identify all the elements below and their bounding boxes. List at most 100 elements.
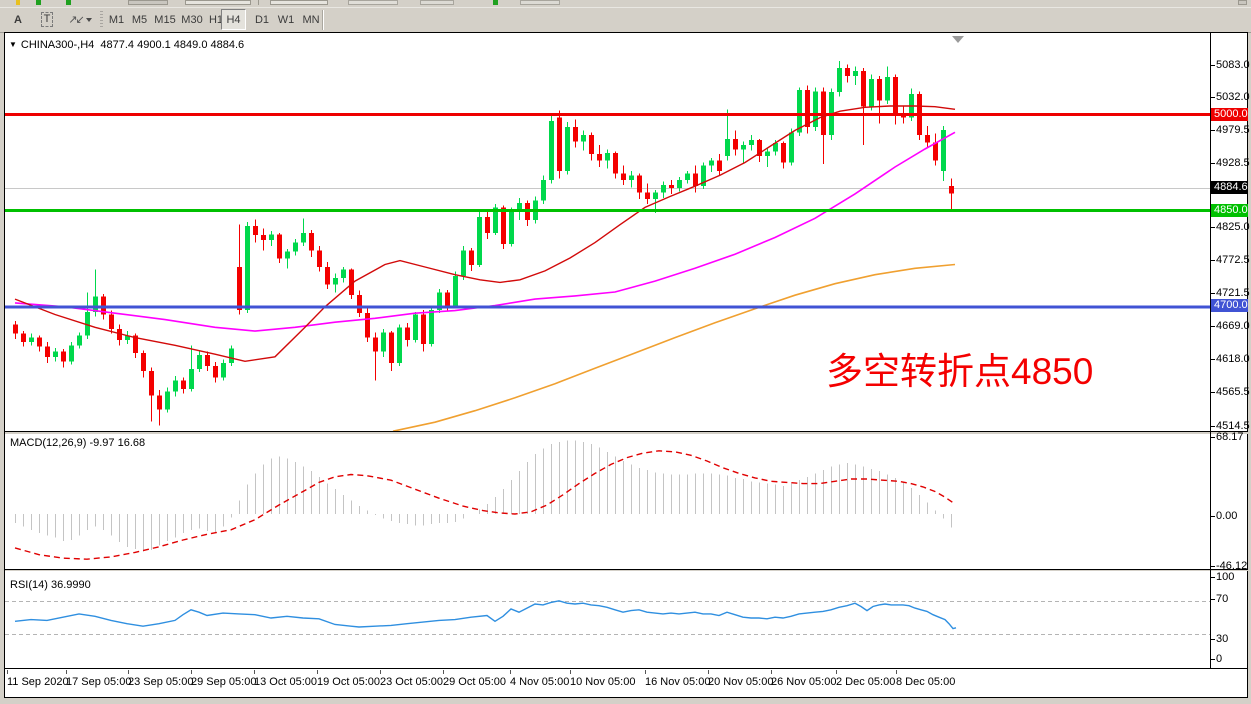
date-axis-tick: [645, 670, 646, 674]
timeframe-button-M15[interactable]: M15: [151, 9, 179, 30]
candle-body: [549, 120, 554, 180]
rsi-axis-label: 30: [1216, 633, 1229, 645]
ohlc-values: 4877.4 4900.1 4849.0 4884.6: [100, 39, 245, 51]
price-level-badge-4700.0: 4700.0: [1211, 299, 1248, 312]
timeframe-button-W1[interactable]: W1: [274, 9, 298, 30]
candle-body: [781, 143, 786, 163]
date-axis-tick: [254, 670, 255, 674]
price-axis-tick: [1211, 65, 1215, 66]
candle-body: [589, 134, 594, 155]
upper-toolbar-sliver: [0, 0, 1251, 8]
candle-body: [389, 332, 394, 364]
chart-text-annotation[interactable]: 多空转折点4850: [826, 351, 1094, 392]
price-axis-label: 4618.0: [1216, 353, 1250, 365]
time-axis-divider: [5, 668, 1248, 669]
timeframe-button-M5[interactable]: M5: [128, 9, 151, 30]
timeframe-button-MN[interactable]: MN: [298, 9, 324, 30]
candle-body: [341, 269, 346, 278]
candle-body: [837, 68, 842, 92]
candle-body: [221, 363, 226, 378]
text-label-tool-button[interactable]: A: [6, 9, 30, 30]
timeframe-button-D1[interactable]: D1: [250, 9, 274, 30]
candle-body: [613, 152, 618, 174]
candle-body: [13, 324, 18, 334]
candle-body: [933, 142, 938, 161]
candle-body: [365, 313, 370, 338]
candle-body: [165, 391, 170, 410]
chart-shift-marker[interactable]: [952, 36, 964, 43]
candle-body: [701, 165, 706, 187]
macd-panel-canvas[interactable]: [5, 434, 1210, 569]
panel-splitter[interactable]: [5, 570, 1248, 571]
price-axis-tick: [1211, 130, 1215, 131]
timeframe-button-M30[interactable]: M30: [179, 9, 205, 30]
price-axis-tick: [1211, 426, 1215, 427]
panel-splitter[interactable]: [5, 432, 1248, 434]
candle-body: [253, 225, 258, 235]
price-axis-tick: [1211, 392, 1215, 393]
candle-body: [949, 186, 954, 194]
price-axis-label: 4928.5: [1216, 157, 1250, 169]
candle-body: [85, 311, 90, 336]
date-axis-tick: [771, 670, 772, 674]
candle-body: [853, 70, 858, 76]
main-chart-canvas[interactable]: [5, 33, 1210, 432]
date-axis-tick: [443, 670, 444, 674]
candle-body: [485, 216, 490, 234]
date-axis-label: 17 Sep 05:00: [66, 676, 132, 688]
candle-body: [69, 345, 74, 362]
indicator-axis-tick: [1211, 577, 1215, 578]
toolbar-grip[interactable]: [100, 11, 103, 29]
candle-body: [685, 173, 690, 180]
date-axis-label: 23 Oct 05:00: [380, 676, 443, 688]
text-box-tool-button[interactable]: T: [34, 9, 60, 30]
date-axis-label: 23 Sep 05:00: [128, 676, 194, 688]
candle-body: [461, 250, 466, 276]
candle-body: [597, 154, 602, 161]
macd-signal-line: [14, 450, 954, 560]
date-axis-label: 13 Oct 05:00: [254, 676, 317, 688]
candle-body: [877, 79, 882, 101]
candle-body: [349, 269, 354, 296]
candle-body: [269, 234, 274, 241]
candle-body: [53, 351, 58, 357]
candle-body: [773, 143, 778, 152]
candle-body: [925, 134, 930, 143]
candle-body: [885, 77, 890, 101]
arrows-icon: ↗↙: [68, 14, 85, 26]
price-axis-label: 4669.0: [1216, 320, 1250, 332]
toolbar-separator: [322, 10, 323, 30]
candle-body: [733, 138, 738, 150]
candle-body: [845, 68, 850, 76]
candle-body: [285, 251, 290, 259]
price-axis-label: 4825.0: [1216, 221, 1250, 233]
macd-axis-label: -46.12: [1216, 560, 1248, 572]
clipped-icon: [493, 0, 498, 5]
panel-divider[interactable]: [5, 431, 1248, 432]
indicator-axis-tick: [1211, 516, 1215, 517]
candle-body: [357, 295, 362, 314]
rsi-line: [14, 600, 957, 630]
panel-divider[interactable]: [5, 569, 1248, 570]
candle-body: [709, 160, 714, 166]
candle-body: [213, 365, 218, 378]
candle-body: [469, 250, 474, 266]
candle-body: [61, 351, 66, 362]
candle-body: [133, 335, 138, 353]
toolbar: A T ↗↙ M1 M5 M15 M30 H1 H4 D1 W1 MN: [0, 8, 1251, 33]
date-axis-tick: [317, 670, 318, 674]
candle-body: [621, 173, 626, 180]
timeframe-button-M1[interactable]: M1: [105, 9, 128, 30]
timeframe-button-H4[interactable]: H4: [221, 9, 246, 30]
candle-body: [413, 314, 418, 341]
rsi-axis-label: 0: [1216, 653, 1223, 665]
price-axis-tick: [1211, 260, 1215, 261]
candle-body: [445, 292, 450, 306]
candle-body: [869, 79, 874, 107]
rsi-panel-canvas[interactable]: [5, 571, 1210, 668]
candle-body: [29, 337, 34, 343]
candle-body: [333, 277, 338, 285]
arrows-tool-button[interactable]: ↗↙: [64, 9, 96, 30]
ma-orange-line: [392, 263, 956, 432]
candle-body: [501, 207, 506, 244]
